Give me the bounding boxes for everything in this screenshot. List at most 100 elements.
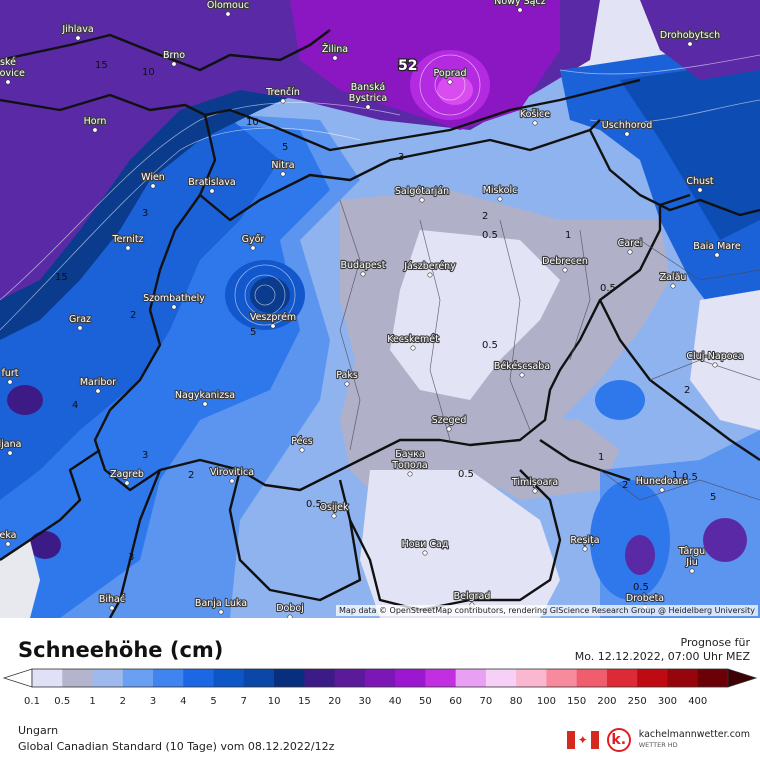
legend-swatch <box>92 669 124 687</box>
legend-label: 200 <box>597 696 616 707</box>
city-label: Jihlava <box>61 24 93 35</box>
legend-swatch <box>425 669 457 687</box>
contour-value-label: 1 <box>672 470 678 481</box>
city-label: Nagykanizsa <box>175 390 235 401</box>
city-marker-dot <box>270 323 276 329</box>
city-marker-dot <box>582 546 588 552</box>
city-marker-dot <box>75 35 81 41</box>
max-snow-label: 52 <box>398 58 417 74</box>
city-marker-dot <box>407 471 413 477</box>
legend-label: 0.1 <box>24 696 40 707</box>
legend-label: 10 <box>268 696 281 707</box>
legend-label: 3 <box>150 696 156 707</box>
city-label: Bihać <box>99 594 125 605</box>
city-label: Ternitz <box>111 234 143 245</box>
contour-value-label: 5 <box>282 142 288 153</box>
legend-label: 60 <box>449 696 462 707</box>
city-marker-dot <box>427 272 433 278</box>
contour-value-label: 10 <box>142 67 155 78</box>
city-label: Banja Luka <box>195 598 247 609</box>
city-label: Wien <box>141 172 165 183</box>
city-label: Nitra <box>271 160 294 171</box>
city-marker-dot <box>532 120 538 126</box>
legend-label: 150 <box>567 696 586 707</box>
legend-label: 50 <box>419 696 432 707</box>
legend-label: 0.5 <box>54 696 70 707</box>
contour-value-label: 2 <box>482 211 488 222</box>
city-label: Trenčín <box>265 87 300 98</box>
city-label: Belgrad <box>454 591 491 602</box>
legend-swatch <box>122 669 154 687</box>
legend-swatch <box>32 669 63 687</box>
city-marker-dot <box>689 568 695 574</box>
city-label: Virovitica <box>210 467 254 478</box>
legend-swatch <box>62 669 94 687</box>
legend-label: 1 <box>89 696 95 707</box>
city-label: Drohobytsch <box>660 30 720 41</box>
legend-label: 70 <box>480 696 493 707</box>
legend-label: 100 <box>537 696 556 707</box>
city-marker-dot <box>77 325 83 331</box>
footer-panel: Schneehöhe (cm) Prognose für Mo. 12.12.2… <box>0 618 760 760</box>
contour-value-label: 3 <box>142 450 148 461</box>
city-marker-dot <box>95 388 101 394</box>
city-label: Carei <box>618 238 643 249</box>
city-label: Brno <box>163 50 185 61</box>
snow-depth-map[interactable]: Olomouc Nowy Sącz Drohobytsch Jihlava Žilina… <box>0 0 760 618</box>
city-label: Бачка <box>395 449 425 460</box>
city-marker-dot <box>125 245 131 251</box>
contour-value-label: 0.5 <box>600 283 616 294</box>
city-marker-dot <box>419 197 425 203</box>
city-label: Salgótarján <box>395 186 449 197</box>
city-marker-dot <box>365 104 371 110</box>
contour-value-label: 2 <box>188 470 194 481</box>
city-label: Olomouc <box>207 0 249 11</box>
city-marker-dot <box>714 252 720 258</box>
city-marker-dot <box>519 372 525 378</box>
city-marker-dot <box>331 513 337 519</box>
city-marker-dot <box>7 379 13 385</box>
city-label: Maribor <box>80 377 116 388</box>
contour-value-label: 15 <box>95 60 108 71</box>
contour-value-label: 3 <box>142 208 148 219</box>
contour-value-label: 2 <box>684 385 690 396</box>
city-label: Zagreb <box>110 469 144 480</box>
city-marker-dot <box>92 127 98 133</box>
brand-logos[interactable]: ✦ k. kachelmannwetter.com WETTER HD <box>566 728 750 752</box>
city-markers: Olomouc Nowy Sącz Drohobytsch Jihlava Žilina… <box>0 0 745 618</box>
legend-swatch <box>183 669 215 687</box>
city-marker-dot <box>446 426 452 432</box>
contour-value-label: 15 <box>55 272 68 283</box>
city-marker-dot <box>218 609 224 615</box>
city-marker-dot <box>225 11 231 17</box>
city-label: Hunedoara <box>636 476 688 487</box>
region-borders <box>339 199 760 501</box>
city-label: Târgu <box>678 546 705 557</box>
forecast-label: Prognose für <box>680 636 751 649</box>
city-label: eka <box>0 530 17 541</box>
map-title: Schneehöhe (cm) <box>18 638 224 662</box>
city-label: Žilina <box>322 43 348 55</box>
legend-label: 80 <box>510 696 523 707</box>
contour-value-label: 0.5 <box>482 230 498 241</box>
legend-label: 2 <box>120 696 126 707</box>
city-marker-dot <box>360 271 366 277</box>
brand-text: kachelmannwetter.com WETTER HD <box>639 729 750 751</box>
city-label: Horn <box>84 116 107 127</box>
contour-value-label: 0.5 <box>482 340 498 351</box>
city-marker-dot <box>280 171 286 177</box>
color-legend: 0.1 0.5 1 2 3 4 5 7 10 15 20 30 40 50 60 70 80 100 150 200 2… <box>2 668 758 707</box>
contour-value-label: 2 <box>622 480 628 491</box>
legend-swatch <box>546 669 578 687</box>
legend-label: 7 <box>241 696 247 707</box>
legend-swatch <box>153 669 184 687</box>
city-label: Pécs <box>291 436 312 447</box>
legend-outline <box>31 668 729 688</box>
city-marker-dot <box>5 79 11 85</box>
city-marker-dot <box>687 41 693 47</box>
city-label: Nowy Sącz <box>494 0 545 7</box>
legend-label: 5 <box>210 696 216 707</box>
city-label: Zalău <box>660 272 687 283</box>
map-attribution: Map data © OpenStreetMap contributors, r… <box>336 605 758 616</box>
contour-value-label: 0.5 <box>458 469 474 480</box>
